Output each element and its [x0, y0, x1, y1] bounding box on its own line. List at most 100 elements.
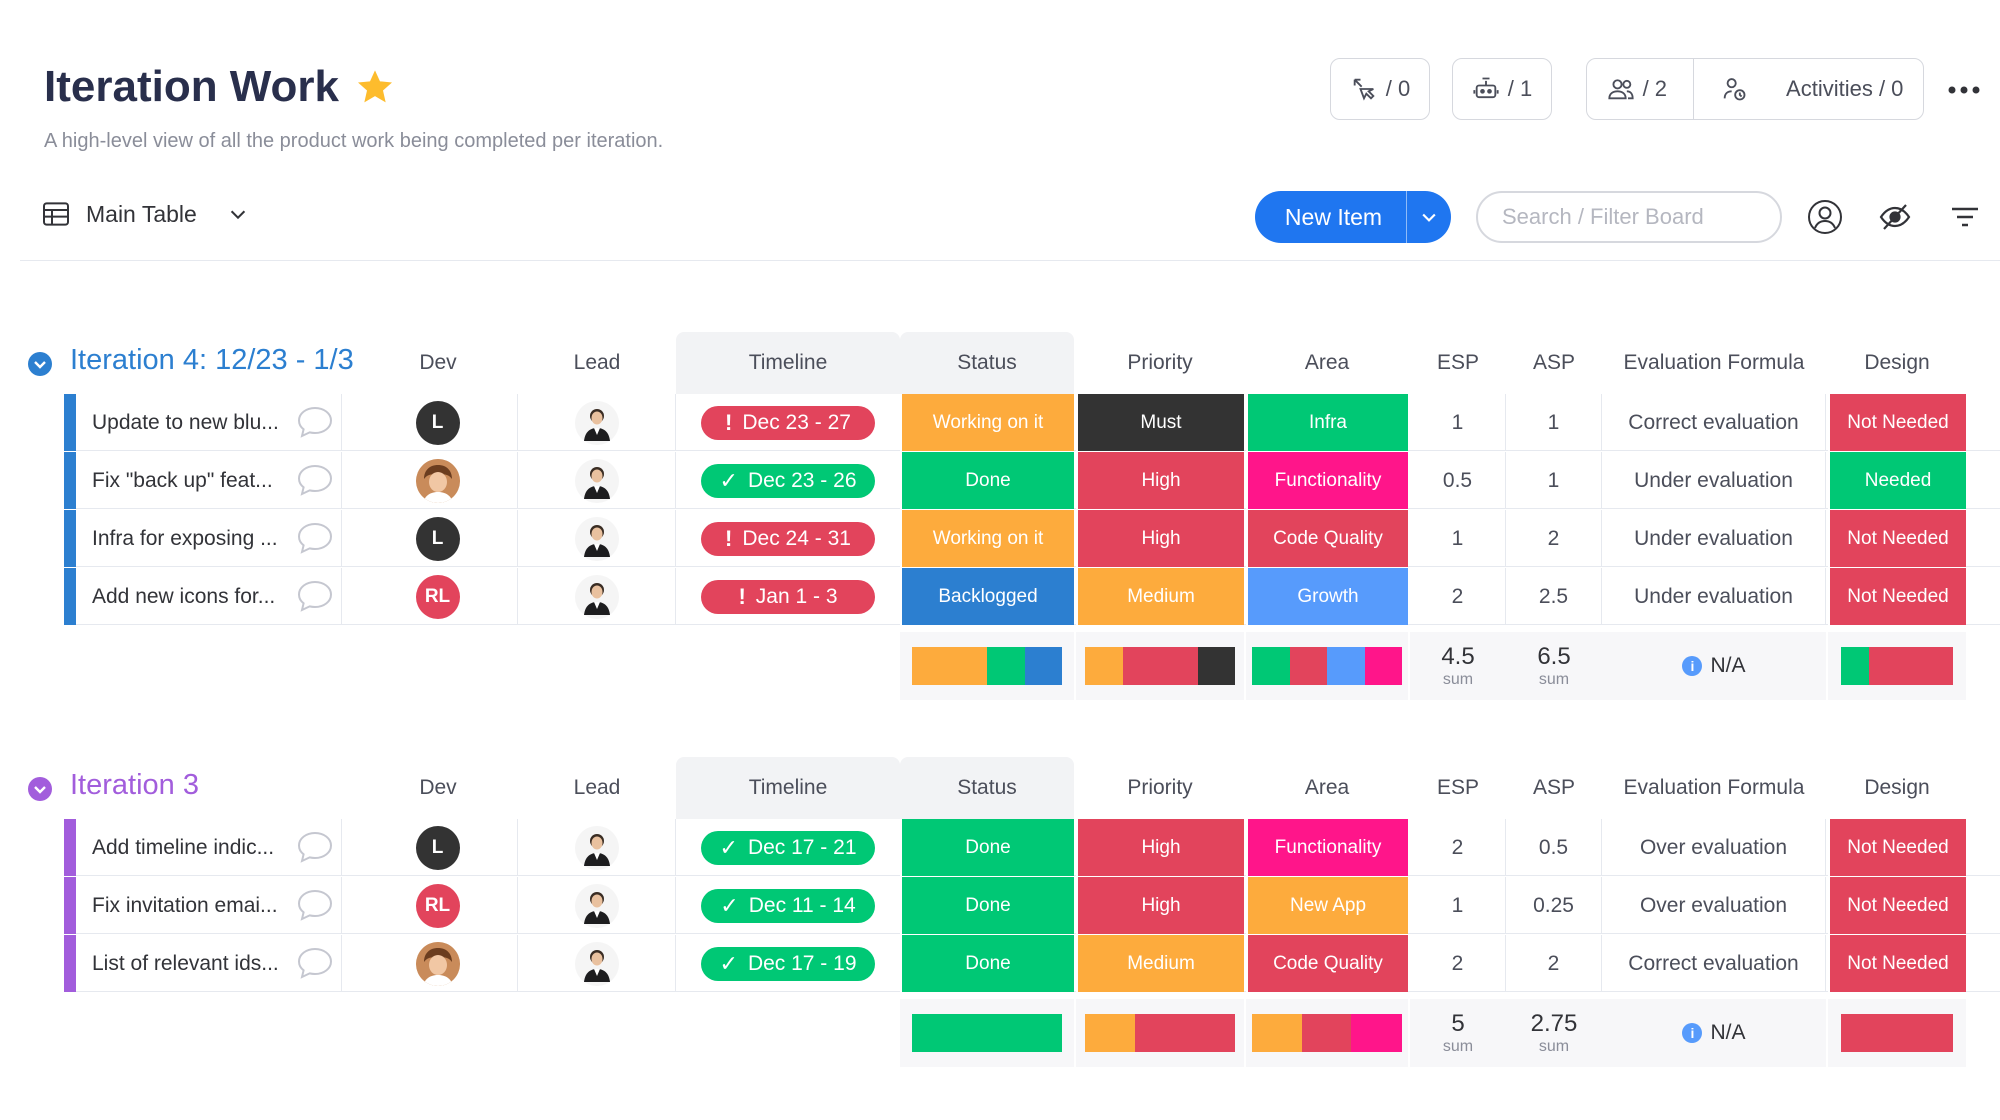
design-summary[interactable]	[1828, 632, 1966, 700]
esp-cell[interactable]: 1	[1410, 877, 1506, 934]
members-button[interactable]: / 2	[1589, 59, 1685, 119]
comment-bubble-icon[interactable]	[294, 829, 336, 865]
area-label[interactable]: Code Quality	[1246, 510, 1408, 567]
asp-cell[interactable]: 0.25	[1506, 877, 1602, 934]
design-label[interactable]: Not Needed	[1828, 935, 1966, 992]
column-header-evaluation[interactable]: Evaluation Formula	[1623, 351, 1805, 374]
design-label[interactable]: Not Needed	[1828, 510, 1966, 567]
esp-cell[interactable]: 2	[1410, 819, 1506, 876]
asp-cell[interactable]: 2	[1506, 510, 1602, 567]
column-header-asp[interactable]: ASP	[1532, 776, 1576, 799]
asp-cell[interactable]: 0.5	[1506, 819, 1602, 876]
comment-bubble-icon[interactable]	[294, 578, 336, 614]
timeline-cell[interactable]: ! Dec 23 - 27	[676, 394, 900, 451]
info-icon[interactable]: i	[1682, 656, 1703, 676]
timeline-cell[interactable]: ✓ Dec 11 - 14	[676, 877, 900, 934]
esp-cell[interactable]: 2	[1410, 935, 1506, 992]
person-filter-icon[interactable]	[1806, 198, 1844, 236]
status-summary[interactable]	[900, 999, 1074, 1067]
timeline-cell[interactable]: ! Jan 1 - 3	[676, 568, 900, 625]
hide-columns-icon[interactable]	[1876, 198, 1914, 236]
comment-bubble-icon[interactable]	[294, 462, 336, 498]
status-label[interactable]: Backlogged	[900, 568, 1074, 625]
item-name[interactable]: Update to new blu...	[92, 394, 342, 451]
filter-icon[interactable]	[1946, 198, 1984, 236]
item-name[interactable]: Fix invitation emai...	[92, 877, 342, 934]
comment-bubble-icon[interactable]	[294, 887, 336, 923]
lead-cell[interactable]	[518, 935, 676, 992]
lead-cell[interactable]	[518, 568, 676, 625]
priority-label[interactable]: High	[1076, 452, 1244, 509]
column-header-lead[interactable]: Lead	[573, 776, 621, 799]
activities-button[interactable]: Activities / 0	[1702, 59, 1921, 119]
asp-cell[interactable]: 2.5	[1506, 568, 1602, 625]
area-label[interactable]: Growth	[1246, 568, 1408, 625]
priority-label[interactable]: High	[1076, 877, 1244, 934]
timeline-cell[interactable]: ✓ Dec 17 - 21	[676, 819, 900, 876]
group-collapse-toggle[interactable]	[28, 352, 52, 376]
column-header-esp[interactable]: ESP	[1436, 351, 1480, 374]
esp-cell[interactable]: 1	[1410, 394, 1506, 451]
board-description[interactable]: A high-level view of all the product wor…	[44, 130, 664, 152]
asp-cell[interactable]: 2	[1506, 935, 1602, 992]
column-header-lead[interactable]: Lead	[573, 351, 621, 374]
column-header-area[interactable]: Area	[1304, 776, 1350, 799]
dev-cell[interactable]	[358, 452, 518, 509]
status-label[interactable]: Done	[900, 935, 1074, 992]
status-summary[interactable]	[900, 632, 1074, 700]
table-row[interactable]: Update to new blu... L! Dec 23 - 27 Working…	[64, 394, 2000, 451]
column-header-area[interactable]: Area	[1304, 351, 1350, 374]
design-label[interactable]: Not Needed	[1828, 819, 1966, 876]
timeline-cell[interactable]: ✓ Dec 17 - 19	[676, 935, 900, 992]
timeline-cell[interactable]: ! Dec 24 - 31	[676, 510, 900, 567]
column-header-priority[interactable]: Priority	[1127, 776, 1193, 799]
view-selector[interactable]: Main Table	[40, 198, 249, 230]
column-header-status[interactable]: Status	[900, 757, 1074, 819]
area-summary[interactable]	[1246, 632, 1408, 700]
design-summary[interactable]	[1828, 999, 1966, 1067]
table-row[interactable]: Add new icons for... RL ! Jan 1 - 3 Backlogg…	[64, 568, 2000, 625]
item-name[interactable]: Add timeline indic...	[92, 819, 342, 876]
dev-cell[interactable]: L	[358, 510, 518, 567]
priority-summary[interactable]	[1076, 632, 1244, 700]
column-header-status[interactable]: Status	[900, 332, 1074, 394]
comment-bubble-icon[interactable]	[294, 404, 336, 440]
new-item-button[interactable]: New Item	[1284, 203, 1383, 230]
priority-label[interactable]: High	[1076, 819, 1244, 876]
design-label[interactable]: Not Needed	[1828, 394, 1966, 451]
area-label[interactable]: Infra	[1246, 394, 1408, 451]
table-row[interactable]: Infra for exposing ... L! Dec 24 - 31 Worki…	[64, 510, 2000, 567]
area-label[interactable]: Functionality	[1246, 452, 1408, 509]
board-title[interactable]: Iteration Work	[44, 62, 340, 111]
priority-label[interactable]: High	[1076, 510, 1244, 567]
priority-label[interactable]: Medium	[1076, 935, 1244, 992]
star-icon[interactable]	[355, 67, 395, 107]
info-icon[interactable]: i	[1682, 1023, 1703, 1043]
column-header-timeline[interactable]: Timeline	[676, 757, 900, 819]
area-summary[interactable]	[1246, 999, 1408, 1067]
column-header-esp[interactable]: ESP	[1436, 776, 1480, 799]
new-item-dropdown[interactable]	[1407, 207, 1451, 227]
priority-label[interactable]: Medium	[1076, 568, 1244, 625]
item-name[interactable]: Add new icons for...	[92, 568, 342, 625]
table-row[interactable]: Fix "back up" feat... ✓ Dec 23 - 26 Done Hig…	[64, 452, 2000, 509]
dev-cell[interactable]: RL	[358, 877, 518, 934]
dev-cell[interactable]: L	[358, 819, 518, 876]
esp-cell[interactable]: 1	[1410, 510, 1506, 567]
table-row[interactable]: Add timeline indic... L ✓ Dec 17 - 21 Done Hi…	[64, 819, 2000, 876]
more-options-icon[interactable]	[1944, 70, 1984, 110]
lead-cell[interactable]	[518, 394, 676, 451]
table-row[interactable]: Fix invitation emai... RL ✓ Dec 11 - 14 Done…	[64, 877, 2000, 934]
column-header-dev[interactable]: Dev	[419, 351, 457, 374]
area-label[interactable]: Code Quality	[1246, 935, 1408, 992]
comment-bubble-icon[interactable]	[294, 520, 336, 556]
comment-bubble-icon[interactable]	[294, 945, 336, 981]
table-row[interactable]: List of relevant ids... ✓ Dec 17 - 19 Done M…	[64, 935, 2000, 992]
dev-cell[interactable]: RL	[358, 568, 518, 625]
column-header-evaluation[interactable]: Evaluation Formula	[1623, 776, 1805, 799]
design-label[interactable]: Not Needed	[1828, 877, 1966, 934]
item-name[interactable]: Infra for exposing ...	[92, 510, 342, 567]
asp-cell[interactable]: 1	[1506, 394, 1602, 451]
item-name[interactable]: List of relevant ids...	[92, 935, 342, 992]
timeline-cell[interactable]: ✓ Dec 23 - 26	[676, 452, 900, 509]
